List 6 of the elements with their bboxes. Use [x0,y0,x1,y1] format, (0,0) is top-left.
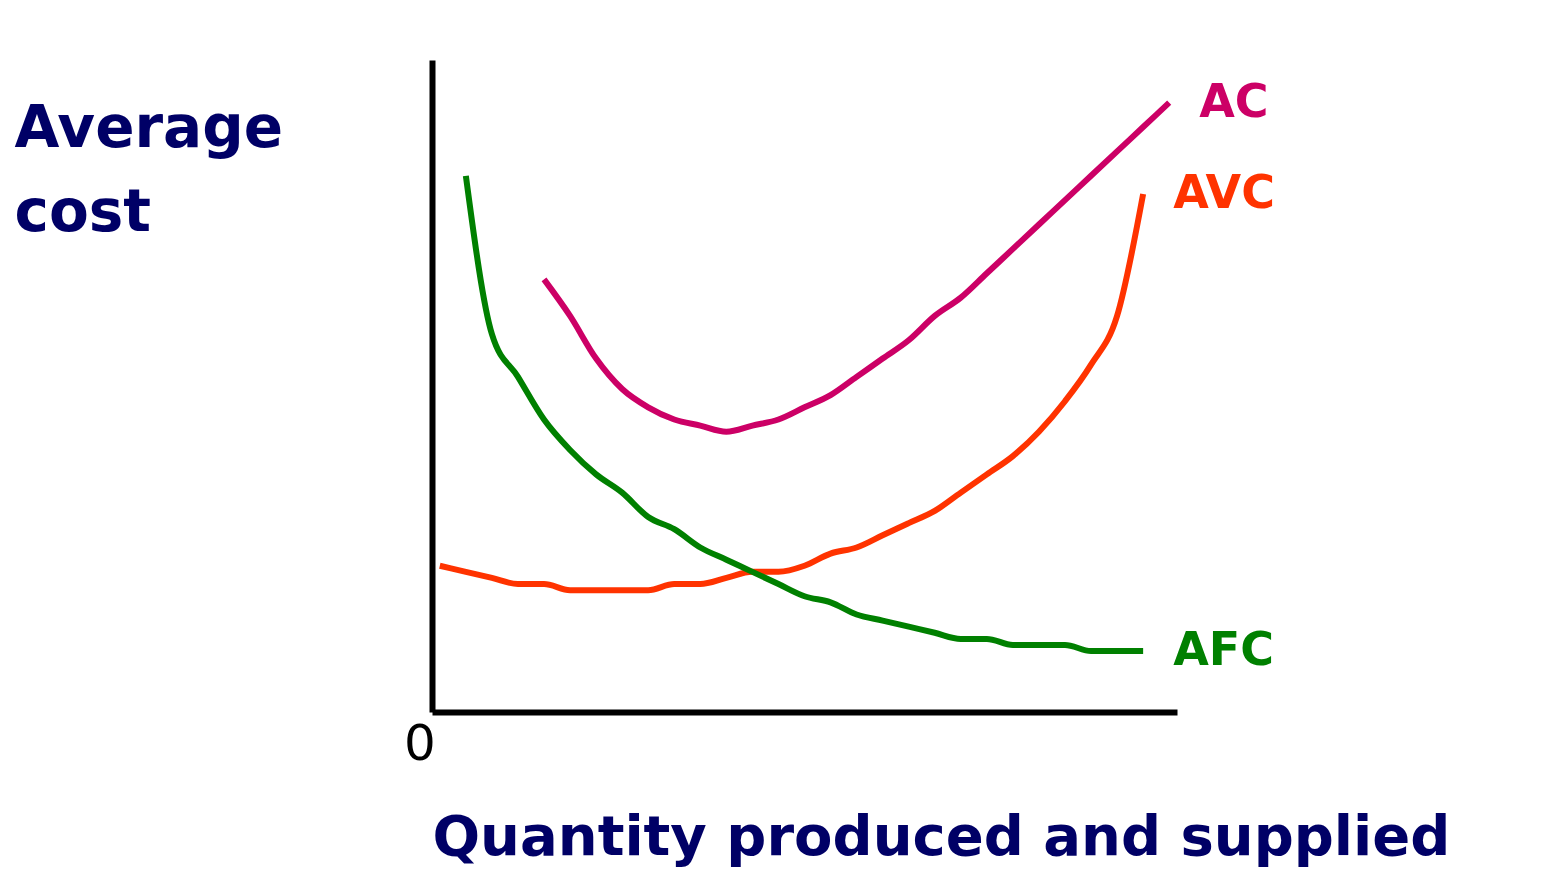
series-label: AVC [1173,165,1275,220]
y-axis-title: Average cost [14,92,284,245]
series-label: AFC [1173,622,1274,677]
text: 0 [404,714,436,772]
series-label: AC [1199,73,1269,128]
x-axis-title: Quantity produced and supplied [432,802,1451,868]
